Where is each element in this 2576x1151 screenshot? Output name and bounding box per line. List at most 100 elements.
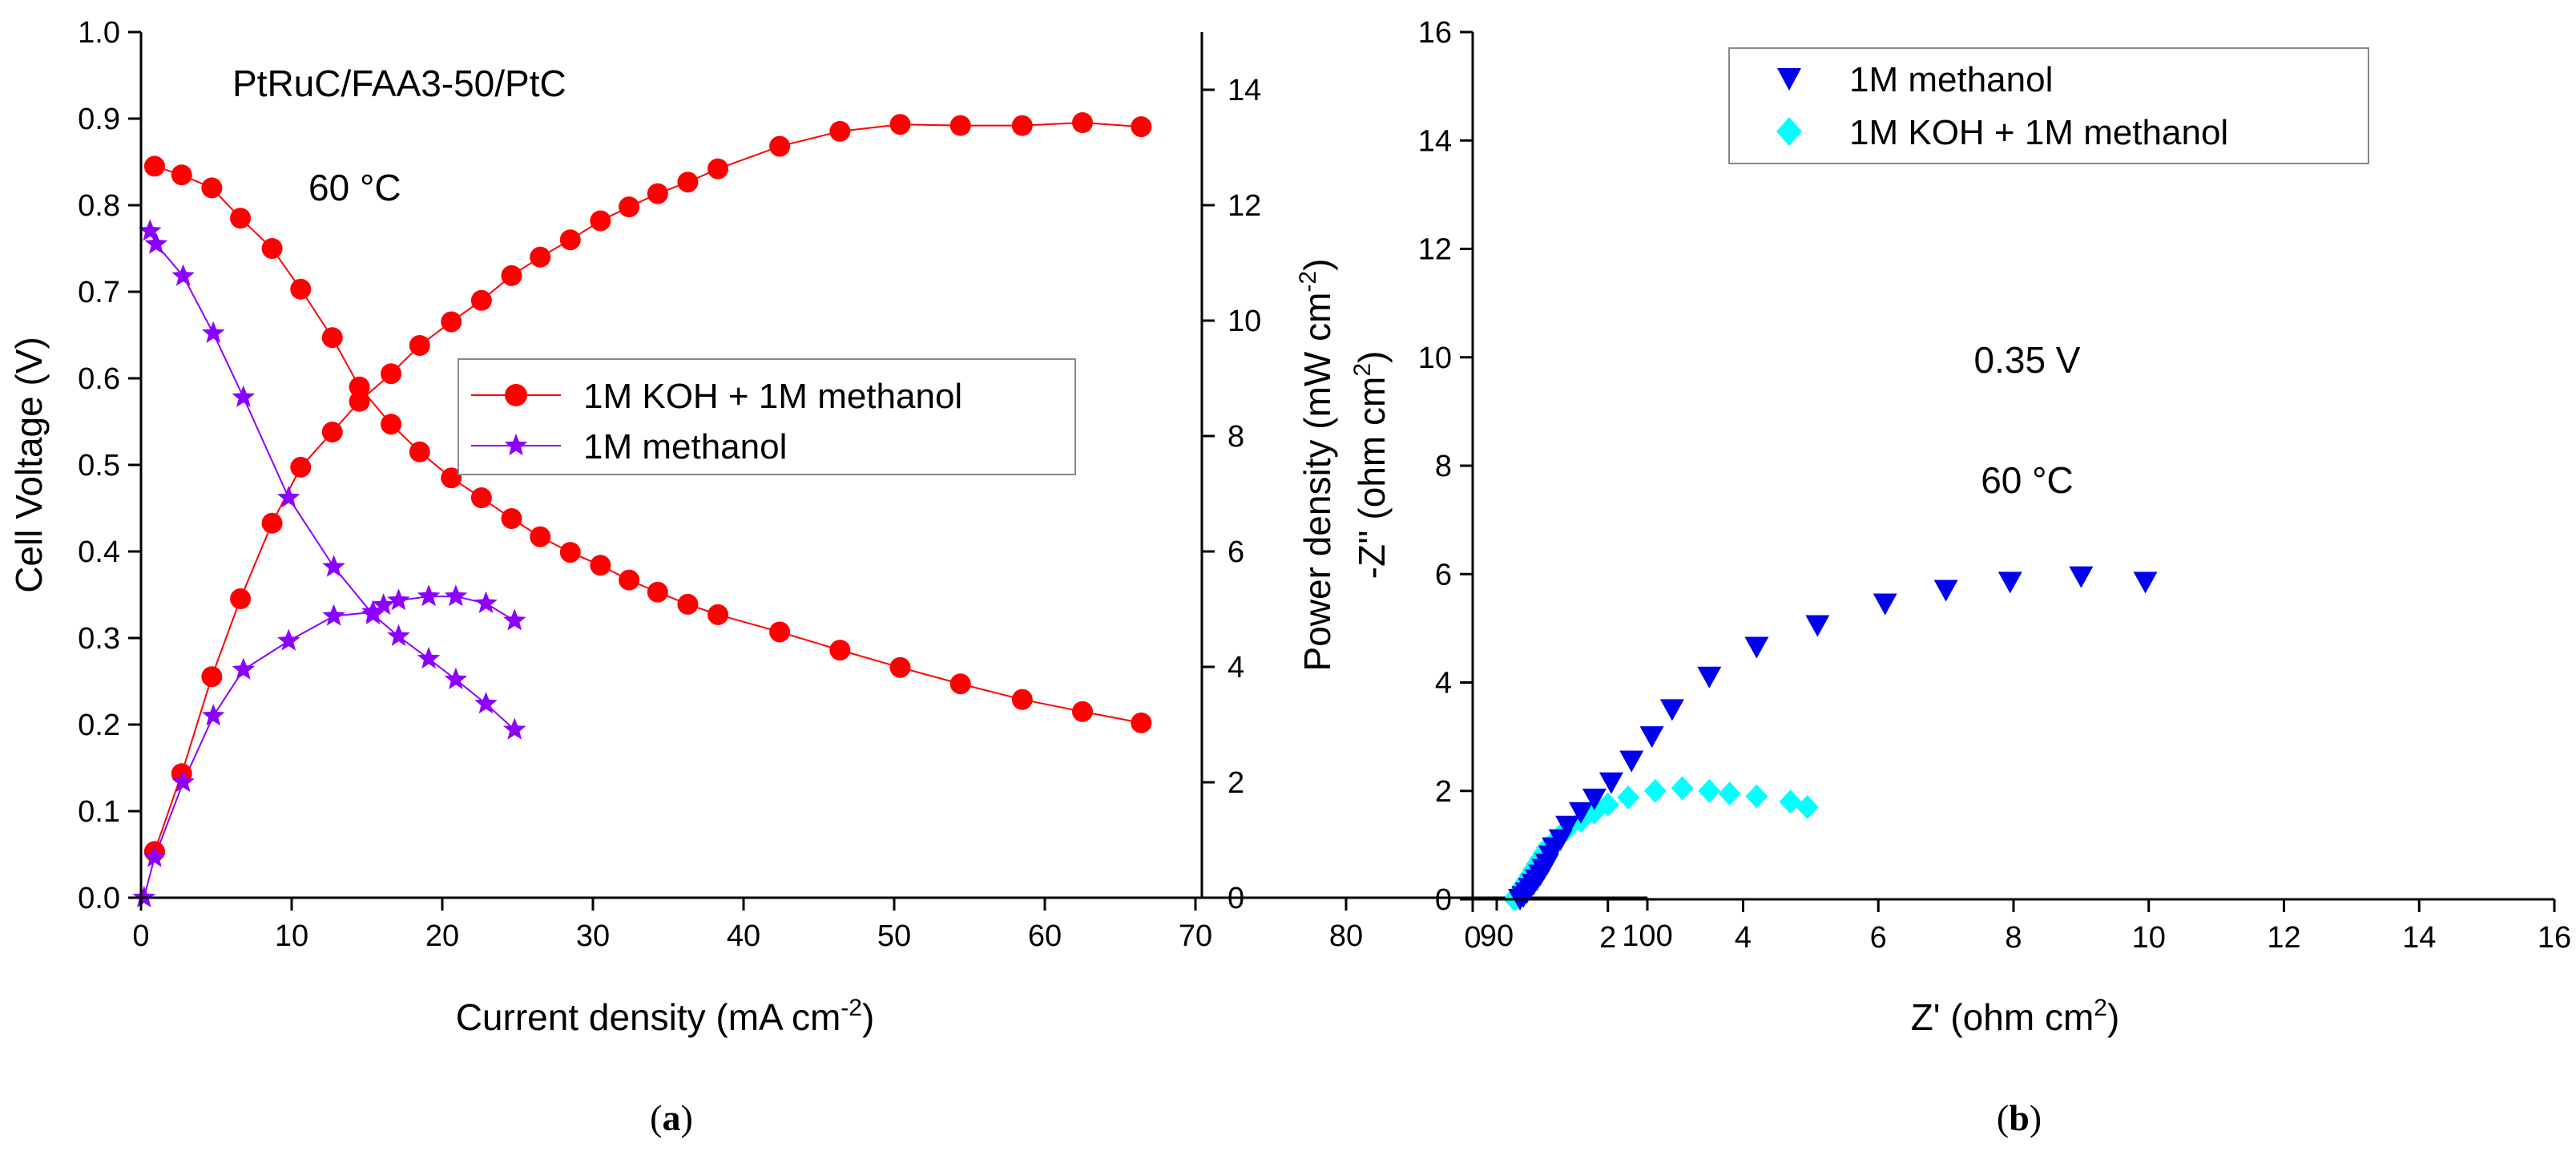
methanol-power-point xyxy=(277,628,300,651)
koh-voltage-point xyxy=(1131,712,1152,733)
methanol-power-point xyxy=(372,593,395,616)
koh-voltage-point xyxy=(349,376,370,398)
y-tick-label: 0.8 xyxy=(78,189,120,223)
methanol-point xyxy=(1998,571,2022,594)
methanol-voltage-point xyxy=(139,219,162,241)
methanol-voltage-point xyxy=(171,264,195,286)
methanol-power-point xyxy=(322,604,345,626)
panel-a-marks xyxy=(132,112,1152,908)
koh-power-point xyxy=(290,456,312,478)
b-annotation-temperature: 60 °C xyxy=(1981,459,2074,501)
methanol-point xyxy=(1805,615,1830,637)
koh-voltage-point xyxy=(949,673,971,695)
b-legend-koh-label: 1M KOH + 1M methanol xyxy=(1849,113,2228,152)
methanol-point xyxy=(1555,815,1580,838)
methanol-voltage-point xyxy=(474,692,498,714)
b-annotation-voltage: 0.35 V xyxy=(1974,339,2081,381)
x-tick-label: 100 xyxy=(1622,919,1672,953)
b-legend-koh-marker xyxy=(1776,117,1802,146)
x-ticks: 0 10 20 30 40 50 60 70 80 90 100 xyxy=(132,898,1673,953)
methanol-power-point xyxy=(232,657,256,680)
koh-power-point xyxy=(1131,116,1152,138)
x-tick-label: 20 xyxy=(425,919,459,953)
koh-power-point xyxy=(590,210,611,232)
methanol-point xyxy=(1619,750,1644,773)
koh-voltage-point xyxy=(590,555,611,576)
methanol-point xyxy=(1598,772,1623,794)
b-x-tick-label: 16 xyxy=(2538,921,2571,955)
koh-point xyxy=(1698,778,1721,803)
b-legend-methanol-label: 1M methanol xyxy=(1849,60,2053,99)
y-ticks-right: 0 2 4 6 8 10 12 14 xyxy=(1202,74,1261,915)
methanol-power-point xyxy=(361,600,385,622)
b-y-tick-label: 16 xyxy=(1418,16,1452,50)
methanol-voltage-point xyxy=(387,624,410,646)
b-x-tick-label: 0 xyxy=(1464,921,1481,955)
y-tick-label: 0.6 xyxy=(78,362,120,396)
legend-methanol-marker xyxy=(504,434,528,456)
b-y-tick-label: 2 xyxy=(1435,775,1452,809)
methanol-point xyxy=(2133,571,2158,594)
koh-voltage-point xyxy=(409,441,430,462)
koh-power-point xyxy=(1011,115,1033,136)
y2-tick-label: 12 xyxy=(1228,189,1261,223)
koh-voltage-point xyxy=(829,640,851,661)
koh-power-point xyxy=(530,246,551,268)
y-tick-label: 0.5 xyxy=(78,449,120,483)
panel-b-marks xyxy=(1503,566,2158,911)
x-tick-label: 50 xyxy=(877,919,911,953)
legend-koh-marker xyxy=(505,384,527,406)
koh-power-point xyxy=(201,666,223,688)
y2-tick-label: 8 xyxy=(1228,420,1244,454)
y2-tick-label: 14 xyxy=(1228,74,1261,107)
koh-voltage-point xyxy=(230,208,252,229)
koh-point xyxy=(1796,795,1819,820)
methanol-voltage-point xyxy=(277,486,300,508)
methanol-point xyxy=(1933,580,1958,602)
koh-voltage-point xyxy=(501,507,522,529)
x-tick-label: 80 xyxy=(1329,919,1363,953)
koh-power-point xyxy=(470,289,492,311)
koh-power-point xyxy=(707,158,729,180)
methanol-power-point xyxy=(444,584,468,607)
b-x-tick-label: 14 xyxy=(2402,921,2436,955)
b-y-tick-label: 10 xyxy=(1418,341,1452,375)
methanol-power-point xyxy=(387,588,410,611)
koh-point xyxy=(1745,784,1768,809)
koh-voltage-point xyxy=(619,569,640,591)
b-x-ticks: 0 2 4 6 8 10 12 14 16 xyxy=(1464,899,2571,955)
koh-voltage-point xyxy=(889,656,911,678)
b-x-tick-label: 4 xyxy=(1735,921,1752,955)
koh-point xyxy=(1596,792,1619,817)
x-tick-label: 10 xyxy=(275,919,308,953)
methanol-voltage-point xyxy=(444,667,468,689)
methanol-point xyxy=(1569,802,1593,824)
koh-voltage-point xyxy=(321,327,343,349)
y-tick-label: 1.0 xyxy=(78,16,120,50)
y-tick-label: 0.4 xyxy=(78,535,120,569)
x-tick-label: 90 xyxy=(1480,919,1514,953)
x-tick-label: 0 xyxy=(132,919,149,953)
koh-voltage-point xyxy=(381,414,402,435)
y2-tick-label: 10 xyxy=(1228,305,1261,338)
y2-tick-label: 4 xyxy=(1228,651,1244,685)
methanol-point xyxy=(1659,699,1684,721)
series-line-koh-power xyxy=(153,122,1142,852)
koh-power-point xyxy=(619,196,640,218)
y2-tick-label: 2 xyxy=(1228,766,1244,800)
annotation-catalyst: PtRuC/FAA3-50/PtC xyxy=(232,63,566,104)
methanol-power-point xyxy=(474,591,498,613)
koh-point xyxy=(1617,785,1640,810)
series-koh-line xyxy=(153,122,1142,852)
y2-tick-label: 0 xyxy=(1228,882,1244,915)
y-tick-label: 0.1 xyxy=(78,795,120,829)
b-legend-box xyxy=(1728,47,2369,164)
koh-voltage-point xyxy=(559,542,581,563)
koh-power-point xyxy=(647,183,668,204)
series-line-methanol-power xyxy=(143,596,515,899)
methanol-voltage-point xyxy=(144,232,168,254)
methanol-voltage-point xyxy=(322,555,345,577)
y-axis-title: Cell Voltage (V) xyxy=(8,337,50,593)
koh-voltage-point xyxy=(647,581,668,603)
